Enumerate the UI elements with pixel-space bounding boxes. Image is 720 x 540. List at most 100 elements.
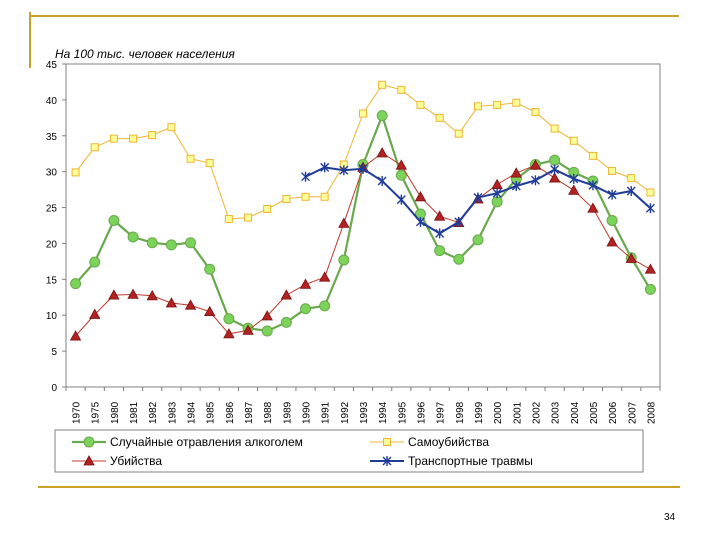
- data-point: [146, 237, 158, 249]
- y-tick-label: 30: [46, 168, 58, 179]
- data-point: [627, 174, 636, 183]
- data-point: [127, 231, 139, 243]
- x-tick-label: 2007: [627, 401, 638, 424]
- x-tick-label: 2004: [570, 401, 581, 424]
- data-point: [434, 245, 446, 257]
- legend-label: Самоубийства: [408, 435, 489, 449]
- legend-item-transport: Транспортные травмы: [370, 454, 533, 468]
- data-point: [644, 263, 657, 274]
- data-point: [569, 173, 579, 184]
- data-point: [395, 169, 407, 181]
- y-tick-label: 10: [46, 311, 58, 322]
- data-point: [242, 324, 254, 335]
- data-point: [299, 278, 312, 289]
- data-point: [473, 102, 482, 111]
- data-point: [320, 192, 329, 201]
- data-point: [568, 184, 580, 195]
- x-tick-label: 2001: [512, 401, 523, 424]
- data-point: [606, 214, 618, 226]
- data-point: [550, 124, 559, 133]
- x-tick-label: 1980: [110, 401, 121, 424]
- legend: [54, 429, 644, 473]
- data-point: [493, 100, 502, 109]
- data-point: [205, 159, 214, 168]
- data-point: [301, 171, 311, 182]
- x-tick-label: 2008: [646, 401, 657, 424]
- data-point: [395, 159, 408, 170]
- y-tick-label: 25: [46, 204, 58, 215]
- data-point: [280, 289, 293, 300]
- data-point: [204, 305, 216, 317]
- data-point: [358, 163, 368, 174]
- data-point: [453, 253, 465, 265]
- data-point: [224, 215, 233, 224]
- x-tick-label: 1999: [474, 401, 485, 424]
- data-point: [435, 228, 445, 239]
- data-point: [378, 80, 387, 89]
- data-point: [83, 436, 95, 448]
- data-point: [569, 136, 578, 145]
- data-point: [608, 166, 617, 175]
- data-point: [376, 147, 388, 158]
- data-point: [512, 98, 521, 107]
- data-point: [607, 189, 617, 200]
- data-point: [531, 108, 540, 117]
- x-tick-label: 2000: [493, 401, 504, 424]
- series-transport: [301, 162, 655, 239]
- data-point: [71, 168, 80, 177]
- legend-item-suicide: Самоубийства: [370, 435, 489, 449]
- data-point: [376, 110, 388, 122]
- data-point: [89, 308, 101, 319]
- legend-item-murder: Убийства: [72, 454, 162, 468]
- x-tick-label: 2006: [608, 401, 619, 424]
- data-point: [606, 236, 618, 247]
- data-point: [146, 290, 158, 301]
- x-tick-label: 1981: [129, 401, 140, 424]
- x-tick-label: 2002: [531, 401, 542, 424]
- x-tick-label: 1970: [72, 401, 83, 424]
- x-tick-label: 1993: [359, 401, 370, 424]
- data-point: [435, 113, 444, 122]
- y-tick-label: 5: [51, 347, 57, 358]
- y-axis: 0 5 10 15 20 25 30 35 40 45: [46, 60, 66, 394]
- data-point: [300, 303, 312, 315]
- data-point: [644, 283, 656, 295]
- x-tick-label: 1986: [225, 401, 236, 424]
- data-point: [108, 289, 120, 300]
- x-tick-label: 1997: [436, 401, 447, 424]
- data-point: [223, 313, 235, 325]
- decorative-vertical-line: [29, 12, 31, 68]
- data-point: [282, 194, 291, 203]
- x-tick-label: 1988: [263, 401, 274, 424]
- x-tick-label: 1995: [397, 401, 408, 424]
- data-point: [301, 192, 310, 201]
- data-point: [550, 164, 560, 175]
- x-tick-label: 1985: [206, 401, 217, 424]
- data-point: [338, 254, 350, 266]
- data-point: [645, 203, 655, 214]
- data-point: [108, 214, 120, 226]
- y-tick-label: 40: [46, 96, 58, 107]
- data-point: [69, 330, 82, 341]
- data-point: [261, 310, 273, 321]
- data-point: [359, 109, 367, 118]
- legend-label: Транспортные травмы: [408, 454, 533, 468]
- data-point: [83, 455, 95, 466]
- data-point: [90, 143, 99, 152]
- x-axis: 1970 1975 1980 1981 1982 1983 1984 1985 1986 1987…: [65, 387, 661, 424]
- data-point: [127, 288, 139, 299]
- data-point: [320, 162, 330, 173]
- data-point: [472, 234, 484, 246]
- data-point: [319, 300, 331, 312]
- x-tick-label: 1982: [148, 401, 159, 424]
- x-tick-label: 2003: [551, 401, 562, 424]
- x-tick-label: 1991: [321, 401, 332, 424]
- data-point: [433, 210, 446, 221]
- y-tick-label: 20: [46, 239, 58, 250]
- data-point: [646, 188, 655, 197]
- decorative-top-line: [29, 15, 679, 17]
- page-number: 34: [664, 512, 676, 523]
- data-point: [148, 131, 157, 140]
- data-point: [588, 151, 597, 160]
